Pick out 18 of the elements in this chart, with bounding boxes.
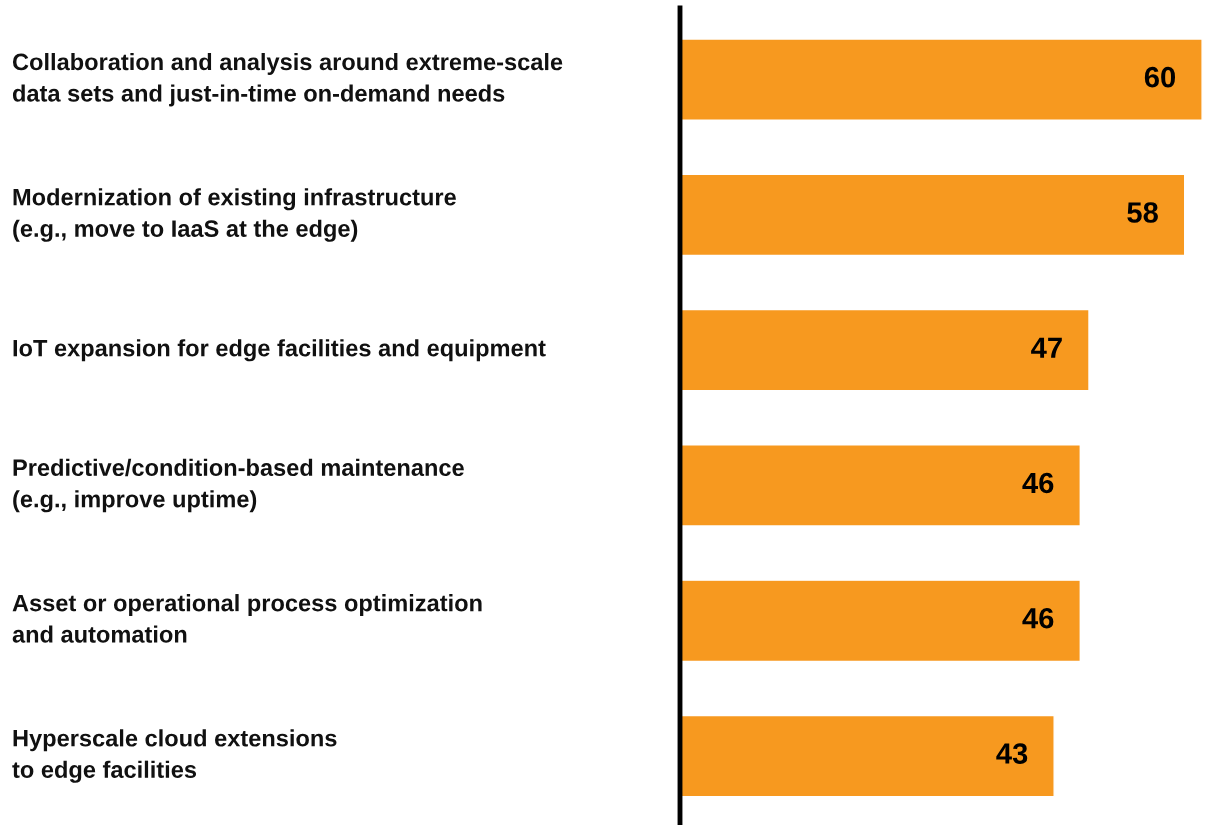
data-label: 43 (996, 743, 1028, 764)
y-tick-label: IoT expansion for edge facilities and equipment (13, 339, 546, 362)
y-tick-label: Collaboration and analysis around extreme-scale data sets and just-in-time on-demand needs (12, 52, 563, 107)
y-tick-label: Predictive/condition-based maintenance (e.g., improve uptime) (13, 458, 464, 513)
bar (680, 714, 1055, 798)
bar (680, 173, 1186, 257)
y-tick-label: Hyperscale cloud extensions to edge facilities (12, 729, 337, 783)
data-label: 47 (1031, 337, 1062, 358)
data-label: 58 (1127, 202, 1158, 223)
data-label: 60 (1144, 66, 1176, 88)
y-tick-label: Modernization of existing infrastructure (e.g., move to IaaS at the edge) (13, 188, 456, 242)
bar (680, 444, 1081, 527)
data-label: 46 (1022, 607, 1054, 629)
bar (680, 308, 1090, 392)
y-tick-label: Asset or operational process optimization and automation (12, 594, 482, 643)
bar (680, 38, 1203, 121)
bar (680, 579, 1081, 663)
data-label: 46 (1022, 472, 1054, 494)
